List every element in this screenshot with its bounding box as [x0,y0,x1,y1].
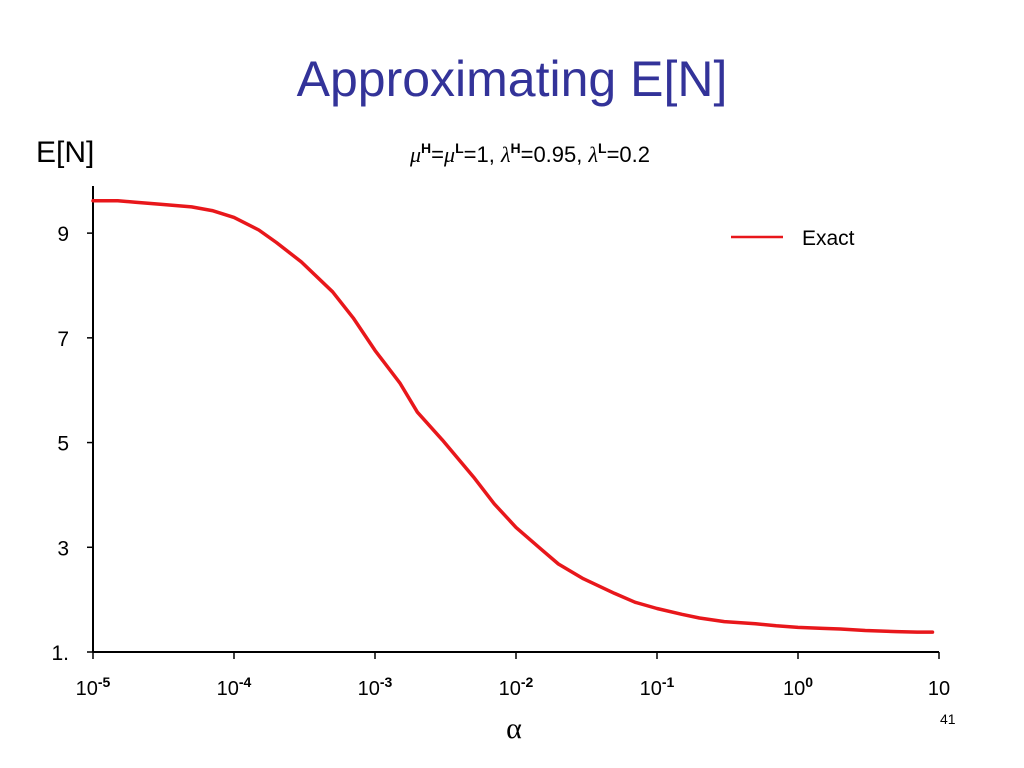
y-tick-label: 7 [57,328,69,351]
mu-symbol: μ [409,142,422,167]
value-text: =1, [463,142,501,167]
y-tick-label: 1. [51,642,69,665]
page-number: 41 [940,711,956,727]
x-tick-label: 10-4 [217,674,252,700]
x-axis-label: α [506,712,522,745]
slide-title: Approximating E[N] [296,51,728,107]
y-tick-label: 9 [57,223,69,246]
legend-label: Exact [802,227,855,250]
x-tick-label: 10-2 [499,674,534,700]
x-tick-label: 10-3 [358,674,393,700]
x-tick-label: 10 [928,678,950,700]
chart-subtitle: μH=μL=1, λH=0.95, λL=0.2 [0,140,1024,167]
superscript-l: L [598,140,607,156]
lambda-symbol: λ [588,142,599,167]
y-tick-label: 3 [57,537,69,560]
superscript-h: H [510,140,521,156]
superscript-l: L [455,140,464,156]
y-tick-label: 5 [57,433,69,456]
x-tick-label: 10-5 [76,674,111,700]
value-text: =0.95, [520,142,589,167]
series-line-exact [91,198,935,634]
x-tick-label: 100 [783,674,813,700]
mu-symbol: μ [444,142,456,167]
y-axis-label: E[N] [36,136,95,169]
lambda-symbol: λ [500,142,511,167]
superscript-h: H [421,140,432,156]
equals-text: = [431,142,445,167]
x-tick-label: 10-1 [640,674,675,700]
value-text: =0.2 [606,142,651,167]
